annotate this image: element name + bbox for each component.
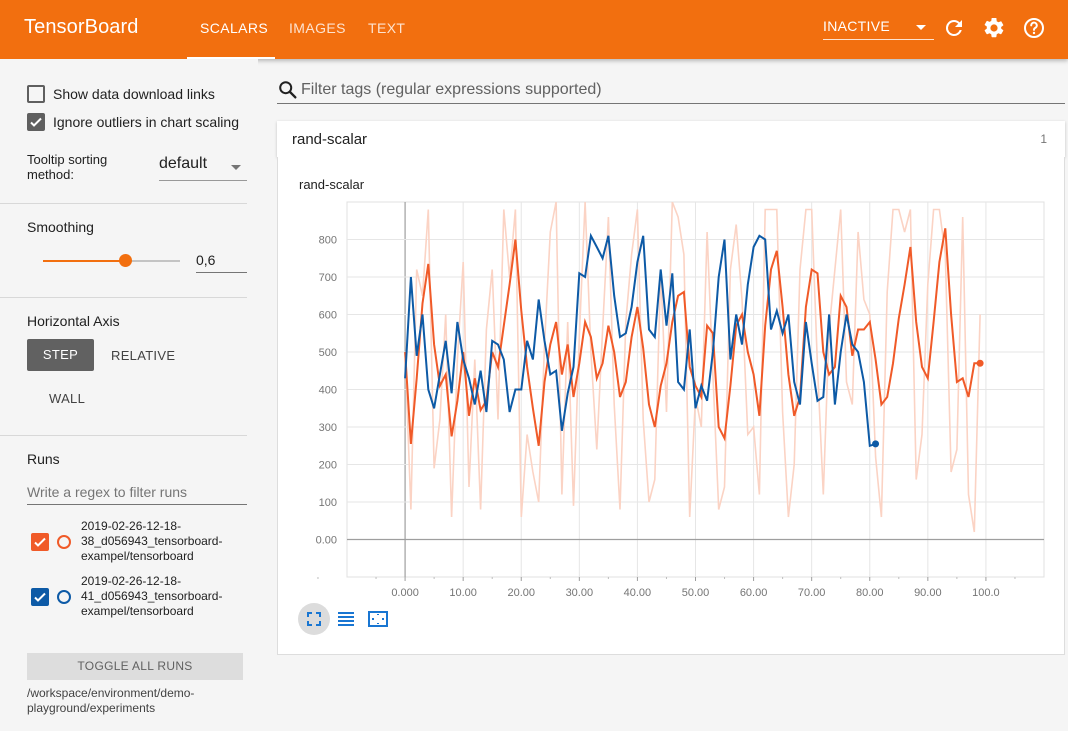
tag-filter-placeholder: Filter tags (regular expressions support… [301,81,602,98]
scalar-chart[interactable]: 0.000 10.00 20.00 30.00 40.00 50.00 60.00 70.00… [278,157,1066,655]
x-tick-label: 60.00 [740,587,768,599]
runs-title: Runs [27,451,60,467]
run-2-label: 2019-02-26-12-18- 41_d056943_tensorboard… [81,574,222,619]
run-1-line2: 38_d056943_tensorboard- [81,534,223,548]
run-1-line3: exampel/tensorboard [81,549,194,563]
x-tick-label: 100.0 [972,587,1000,599]
fullscreen-icon[interactable] [362,603,394,635]
horizontal-axis-title: Horizontal Axis [27,313,120,329]
inactive-select-label: INACTIVE [823,18,890,34]
sidebar: Show data download links Ignore outliers… [0,59,258,731]
y-tick-label: 600 [319,310,337,322]
run-2-line3: exampel/tensorboard [81,604,194,618]
tab-scalars[interactable]: SCALARS [200,20,269,36]
tooltip-sorting-label-line1: Tooltip sorting [27,152,108,167]
chevron-down-icon [231,165,241,170]
y-tick-label: 0.00 [316,535,337,547]
inactive-dashboards-select[interactable]: INACTIVE [823,18,934,40]
x-tick-label: 90.00 [914,587,942,599]
category-count: 1 [1040,132,1047,146]
smoothing-slider-fill [43,260,126,262]
y-tick-label: 400 [319,385,337,397]
tooltip-sorting-select[interactable]: default [159,155,247,181]
smoothing-slider[interactable] [43,254,180,267]
smoothing-input[interactable]: 0,6 [196,249,247,273]
x-tick-label: 70.00 [798,587,826,599]
series-1-last-point [976,359,984,367]
x-tick-label: 0.000 [391,587,419,599]
fit-domain-icon[interactable] [298,603,330,635]
run-2-checkbox[interactable] [31,588,49,606]
checkmark-icon [34,537,46,547]
search-icon [279,81,297,99]
run-1-line1: 2019-02-26-12-18- [81,519,182,533]
x-tick-label: 10.00 [449,587,477,599]
runs-filter-input[interactable]: Write a regex to filter runs [27,479,247,505]
category-title: rand-scalar [292,131,368,148]
smoothing-slider-knob[interactable] [119,254,133,267]
series-1-smoothed-line [404,228,981,446]
help-icon[interactable] [1022,16,1046,40]
x-tick-label: 40.00 [624,587,652,599]
axis-wall-button[interactable]: WALL [49,391,86,406]
toggle-all-runs-button[interactable]: TOGGLE ALL RUNS [27,653,243,680]
active-tab-indicator [187,57,275,59]
horizontal-axis-section: Horizontal Axis [0,298,247,436]
x-tick-label: 20.00 [507,587,535,599]
run-2-color-icon[interactable] [57,590,71,604]
category-header[interactable]: rand-scalar 1 [277,121,1065,157]
tooltip-sorting-value: default [159,155,208,172]
series-2-smoothed-line [404,232,876,448]
log-scale-icon[interactable] [330,603,362,635]
run-1-checkbox[interactable] [31,533,49,551]
chevron-down-icon [916,25,926,30]
app-title: TensorBoard [24,16,139,38]
series-1-raw-line [404,202,981,533]
smoothing-title: Smoothing [27,219,94,235]
run-2-line2: 41_d056943_tensorboard- [81,589,223,603]
y-tick-label: 300 [319,422,337,434]
tag-filter-input[interactable]: Filter tags (regular expressions support… [277,77,1065,104]
show-download-links-label: Show data download links [53,86,215,102]
x-tick-label: 30.00 [566,587,594,599]
show-download-links-checkbox[interactable] [27,85,45,103]
tooltip-sorting-label-line2: method: [27,167,74,182]
log-directory-path: /workspace/environment/demo- playground/… [27,686,194,716]
checkmark-icon [30,117,42,127]
ignore-outliers-label: Ignore outliers in chart scaling [53,114,239,130]
axis-relative-button[interactable]: RELATIVE [111,348,176,363]
axis-step-button[interactable]: STEP [27,339,94,371]
series-2-last-point [872,440,880,448]
run-1-color-icon[interactable] [57,535,71,549]
scalar-chart-card: rand-scalar 0.000 10.00 20.00 30.00 40.00 50.… [277,157,1065,655]
y-tick-label: 200 [319,460,337,472]
checkmark-icon [34,592,46,602]
chart-title: rand-scalar [299,177,365,192]
run-1-label: 2019-02-26-12-18- 38_d056943_tensorboard… [81,519,222,564]
top-bar: TensorBoard SCALARS IMAGES TEXT INACTIVE [0,0,1068,59]
y-tick-label: 700 [319,272,337,284]
x-tick-label: 80.00 [856,587,884,599]
run-2-line1: 2019-02-26-12-18- [81,574,182,588]
tab-text[interactable]: TEXT [368,20,406,36]
x-tick-label: 50.00 [682,587,710,599]
smoothing-section: Smoothing [0,204,247,298]
tab-images[interactable]: IMAGES [289,20,346,36]
refresh-icon[interactable] [942,16,966,40]
y-tick-label: 500 [319,347,337,359]
y-tick-label: 100 [319,497,337,509]
main-panel: Filter tags (regular expressions support… [258,59,1068,731]
y-tick-label: 800 [319,235,337,247]
log-path-line2: playground/experiments [27,701,156,715]
log-path-line1: /workspace/environment/demo- [27,686,195,700]
ignore-outliers-checkbox[interactable] [27,113,45,131]
options-section: Show data download links Ignore outliers… [0,59,247,204]
settings-icon[interactable] [982,16,1006,40]
